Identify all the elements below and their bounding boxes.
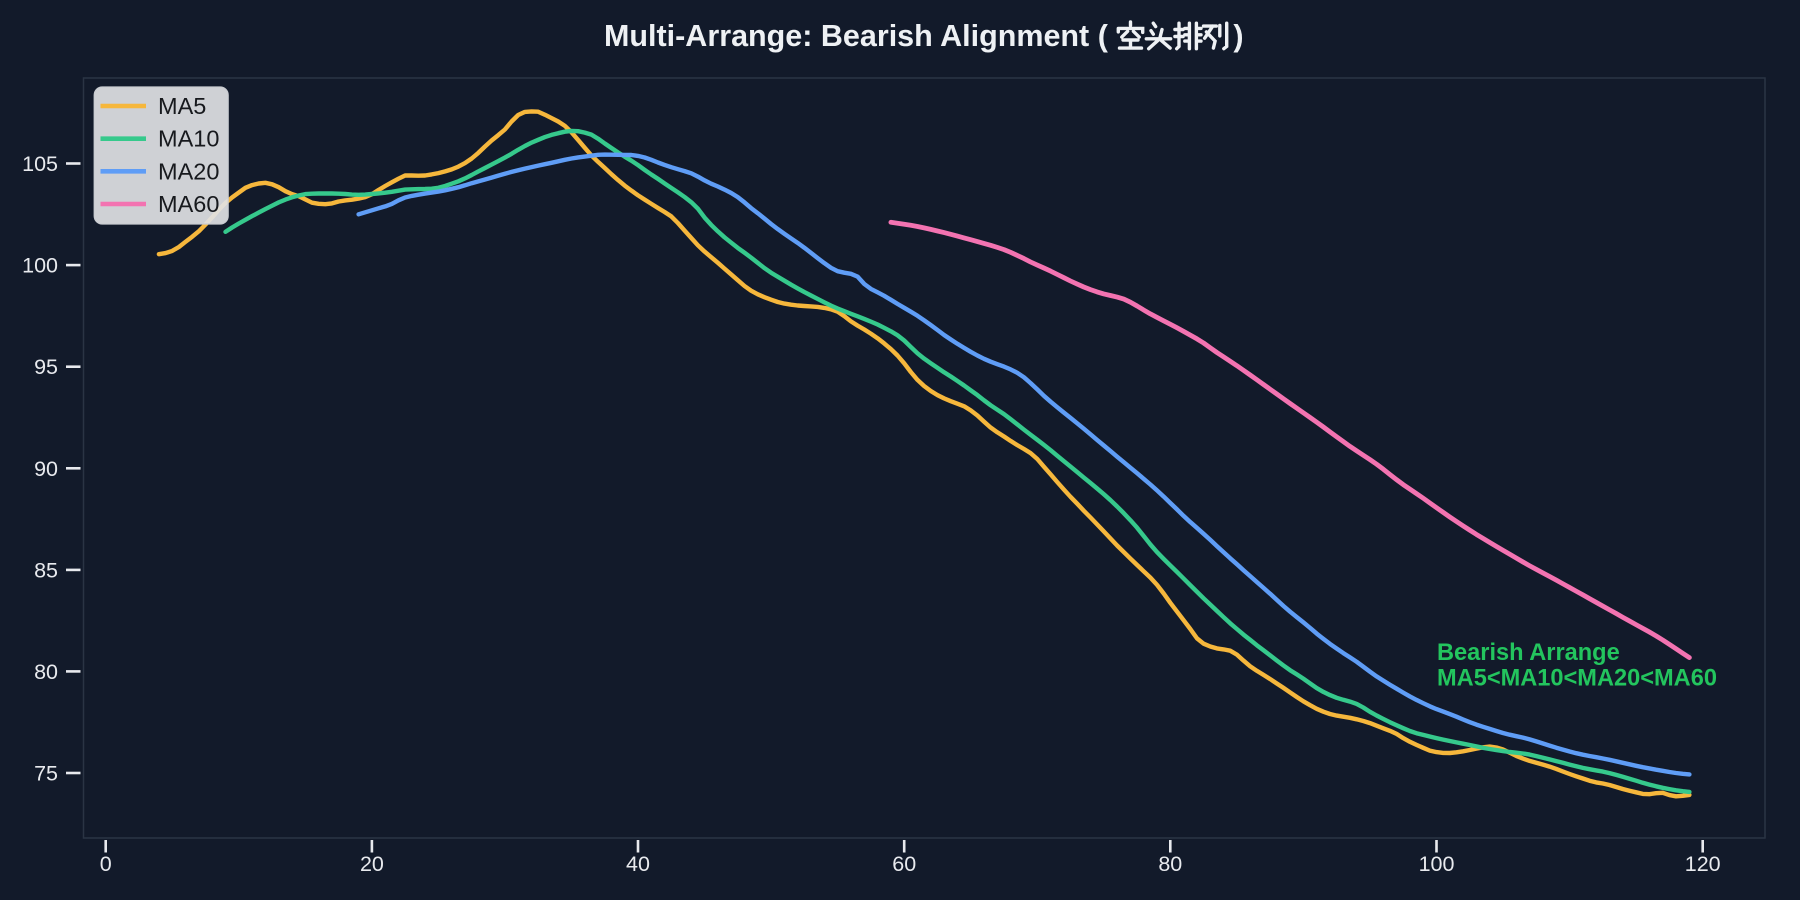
svg-text:MA5: MA5 (158, 93, 206, 119)
svg-text:80: 80 (1158, 852, 1182, 876)
svg-text:Multi-Arrange: Bearish Alignme: Multi-Arrange: Bearish Alignment ( (604, 19, 1109, 53)
svg-text:95: 95 (34, 355, 58, 379)
svg-text:MA20: MA20 (158, 158, 219, 184)
svg-text:20: 20 (360, 852, 384, 876)
svg-text:100: 100 (1419, 852, 1455, 876)
svg-text:75: 75 (34, 762, 58, 786)
svg-text:105: 105 (22, 152, 58, 176)
svg-text:60: 60 (892, 852, 916, 876)
svg-text:MA5<MA10<MA20<MA60: MA5<MA10<MA20<MA60 (1437, 666, 1717, 692)
svg-text:0: 0 (100, 852, 112, 876)
svg-text:Bearish Arrange: Bearish Arrange (1437, 640, 1620, 666)
svg-text:): ) (1233, 19, 1243, 53)
svg-text:120: 120 (1685, 852, 1721, 876)
svg-text:40: 40 (626, 852, 650, 876)
svg-text:100: 100 (22, 254, 58, 278)
svg-text:85: 85 (34, 558, 58, 582)
svg-text:90: 90 (34, 457, 58, 481)
svg-text:80: 80 (34, 660, 58, 684)
svg-text:MA10: MA10 (158, 126, 219, 152)
svg-text:MA60: MA60 (158, 191, 219, 217)
